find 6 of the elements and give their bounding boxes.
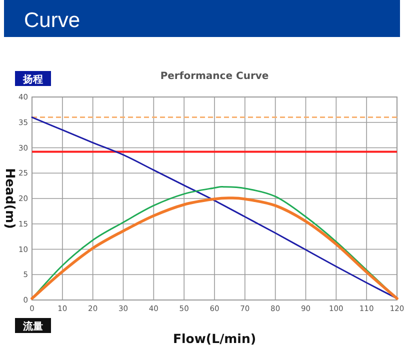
text: 流量 (22, 320, 43, 332)
chart-title: Performance Curve (160, 71, 269, 82)
header: Curve (4, 0, 400, 37)
y-axis-title: Head(m) (3, 168, 18, 229)
text: 扬程 (22, 74, 43, 86)
x-axis-title: Flow(L/min) (172, 331, 256, 346)
